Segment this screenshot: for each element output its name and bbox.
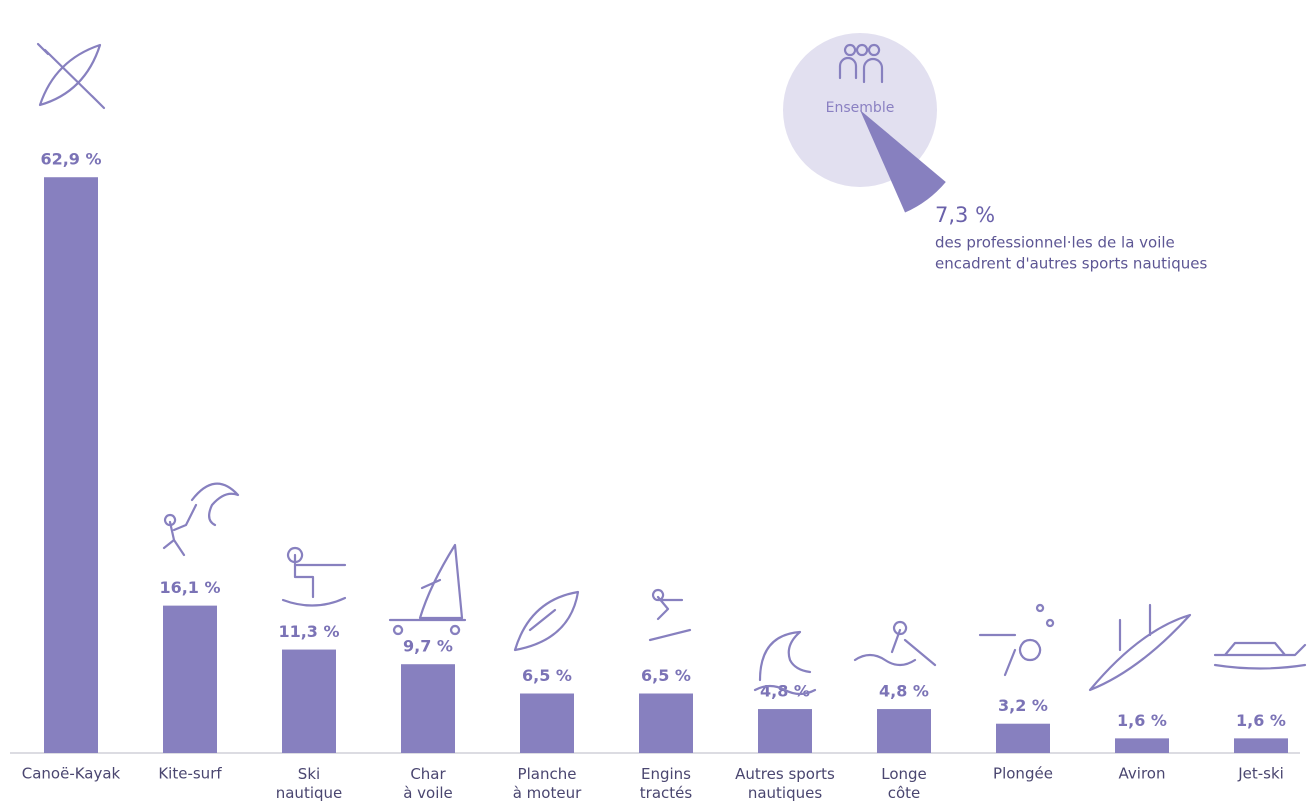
value-label: 6,5 % (641, 666, 691, 685)
bar (44, 177, 98, 753)
icon-vague (753, 630, 817, 696)
x-tick-label: Ski nautique (276, 765, 343, 802)
icon-kite (162, 482, 240, 557)
x-tick-label: Canoë-Kayak (22, 765, 121, 783)
bar (282, 649, 336, 753)
x-tick-label: Kite-surf (158, 765, 222, 783)
x-tick-label: Autres sports nautiques (735, 765, 835, 802)
icon-plongee (978, 603, 1055, 677)
slice-label: 7,3 % (935, 203, 995, 227)
value-label: 1,6 % (1117, 711, 1167, 730)
annotation: des professionnel·les de la voile (935, 234, 1175, 252)
bar (639, 693, 693, 753)
value-label: 16,1 % (159, 578, 220, 597)
x-tick-label: Plongée (993, 765, 1053, 783)
value-label: 62,9 % (40, 150, 101, 169)
value-label: 9,7 % (403, 637, 453, 656)
icon-kayak (36, 42, 106, 110)
value-label: 3,2 % (998, 696, 1048, 715)
x-tick-label: Aviron (1119, 765, 1166, 783)
icon-engins (648, 588, 692, 642)
bar (1234, 738, 1288, 753)
annotation: encadrent d'autres sports nautiques (935, 255, 1207, 273)
x-tick-label: Planche à moteur (513, 765, 582, 802)
icon-jetski (1213, 641, 1307, 670)
icon-aviron (1088, 603, 1192, 692)
icon-char (388, 543, 467, 636)
bar (401, 664, 455, 753)
icon-ski (281, 546, 347, 607)
x-tick-label: Engins tractés (640, 765, 693, 802)
bar (163, 605, 217, 753)
bar (1115, 738, 1169, 753)
value-label: 6,5 % (522, 666, 572, 685)
center-label: Ensemble (826, 100, 895, 116)
value-label: 4,8 % (879, 682, 929, 701)
icon-ensemble (838, 43, 884, 84)
pie-slice (860, 110, 946, 213)
icon-longe (853, 620, 937, 667)
icon-planche (513, 590, 580, 652)
bar (996, 723, 1050, 753)
x-tick-label: Longe côte (881, 765, 927, 802)
value-label: 11,3 % (278, 622, 339, 641)
x-tick-label: Jet-ski (1237, 765, 1284, 783)
bar (520, 693, 574, 753)
bar (877, 709, 931, 753)
value-label: 1,6 % (1236, 711, 1286, 730)
x-tick-label: Char à voile (403, 765, 453, 802)
bar (758, 709, 812, 753)
pictograms (36, 42, 1307, 696)
